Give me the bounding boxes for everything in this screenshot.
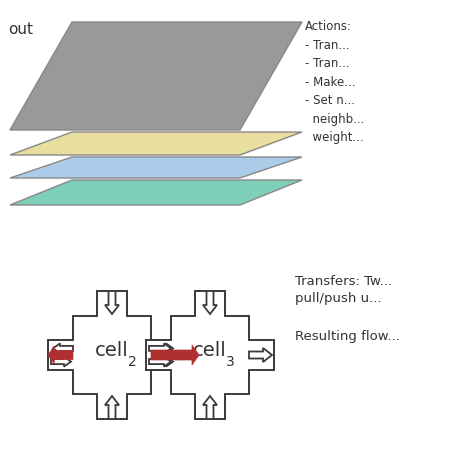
Polygon shape (53, 343, 73, 354)
Polygon shape (149, 356, 171, 366)
Polygon shape (203, 396, 217, 419)
Text: cell: cell (193, 340, 227, 359)
Polygon shape (249, 348, 272, 362)
Text: cell: cell (95, 340, 129, 359)
Polygon shape (151, 343, 173, 354)
Text: Transfers: Tw...
pull/push u...: Transfers: Tw... pull/push u... (295, 275, 392, 305)
Polygon shape (10, 22, 302, 130)
Text: Actions:
- Tran...
- Tran...
- Make...
- Set n...
  neighb...
  weight...: Actions: - Tran... - Tran... - Make... -… (305, 20, 365, 144)
Text: Resulting flow...: Resulting flow... (295, 330, 400, 343)
Polygon shape (105, 396, 119, 419)
Polygon shape (48, 346, 73, 364)
Text: out: out (8, 22, 33, 37)
Polygon shape (151, 345, 199, 365)
Polygon shape (105, 291, 119, 314)
Polygon shape (10, 157, 302, 178)
Text: 3: 3 (226, 355, 235, 369)
Polygon shape (10, 180, 302, 205)
Polygon shape (51, 356, 71, 366)
Polygon shape (151, 356, 173, 366)
Polygon shape (146, 291, 274, 419)
Text: 2: 2 (128, 355, 137, 369)
Polygon shape (149, 343, 171, 354)
Polygon shape (48, 291, 176, 419)
Polygon shape (10, 132, 302, 155)
Polygon shape (203, 291, 217, 314)
